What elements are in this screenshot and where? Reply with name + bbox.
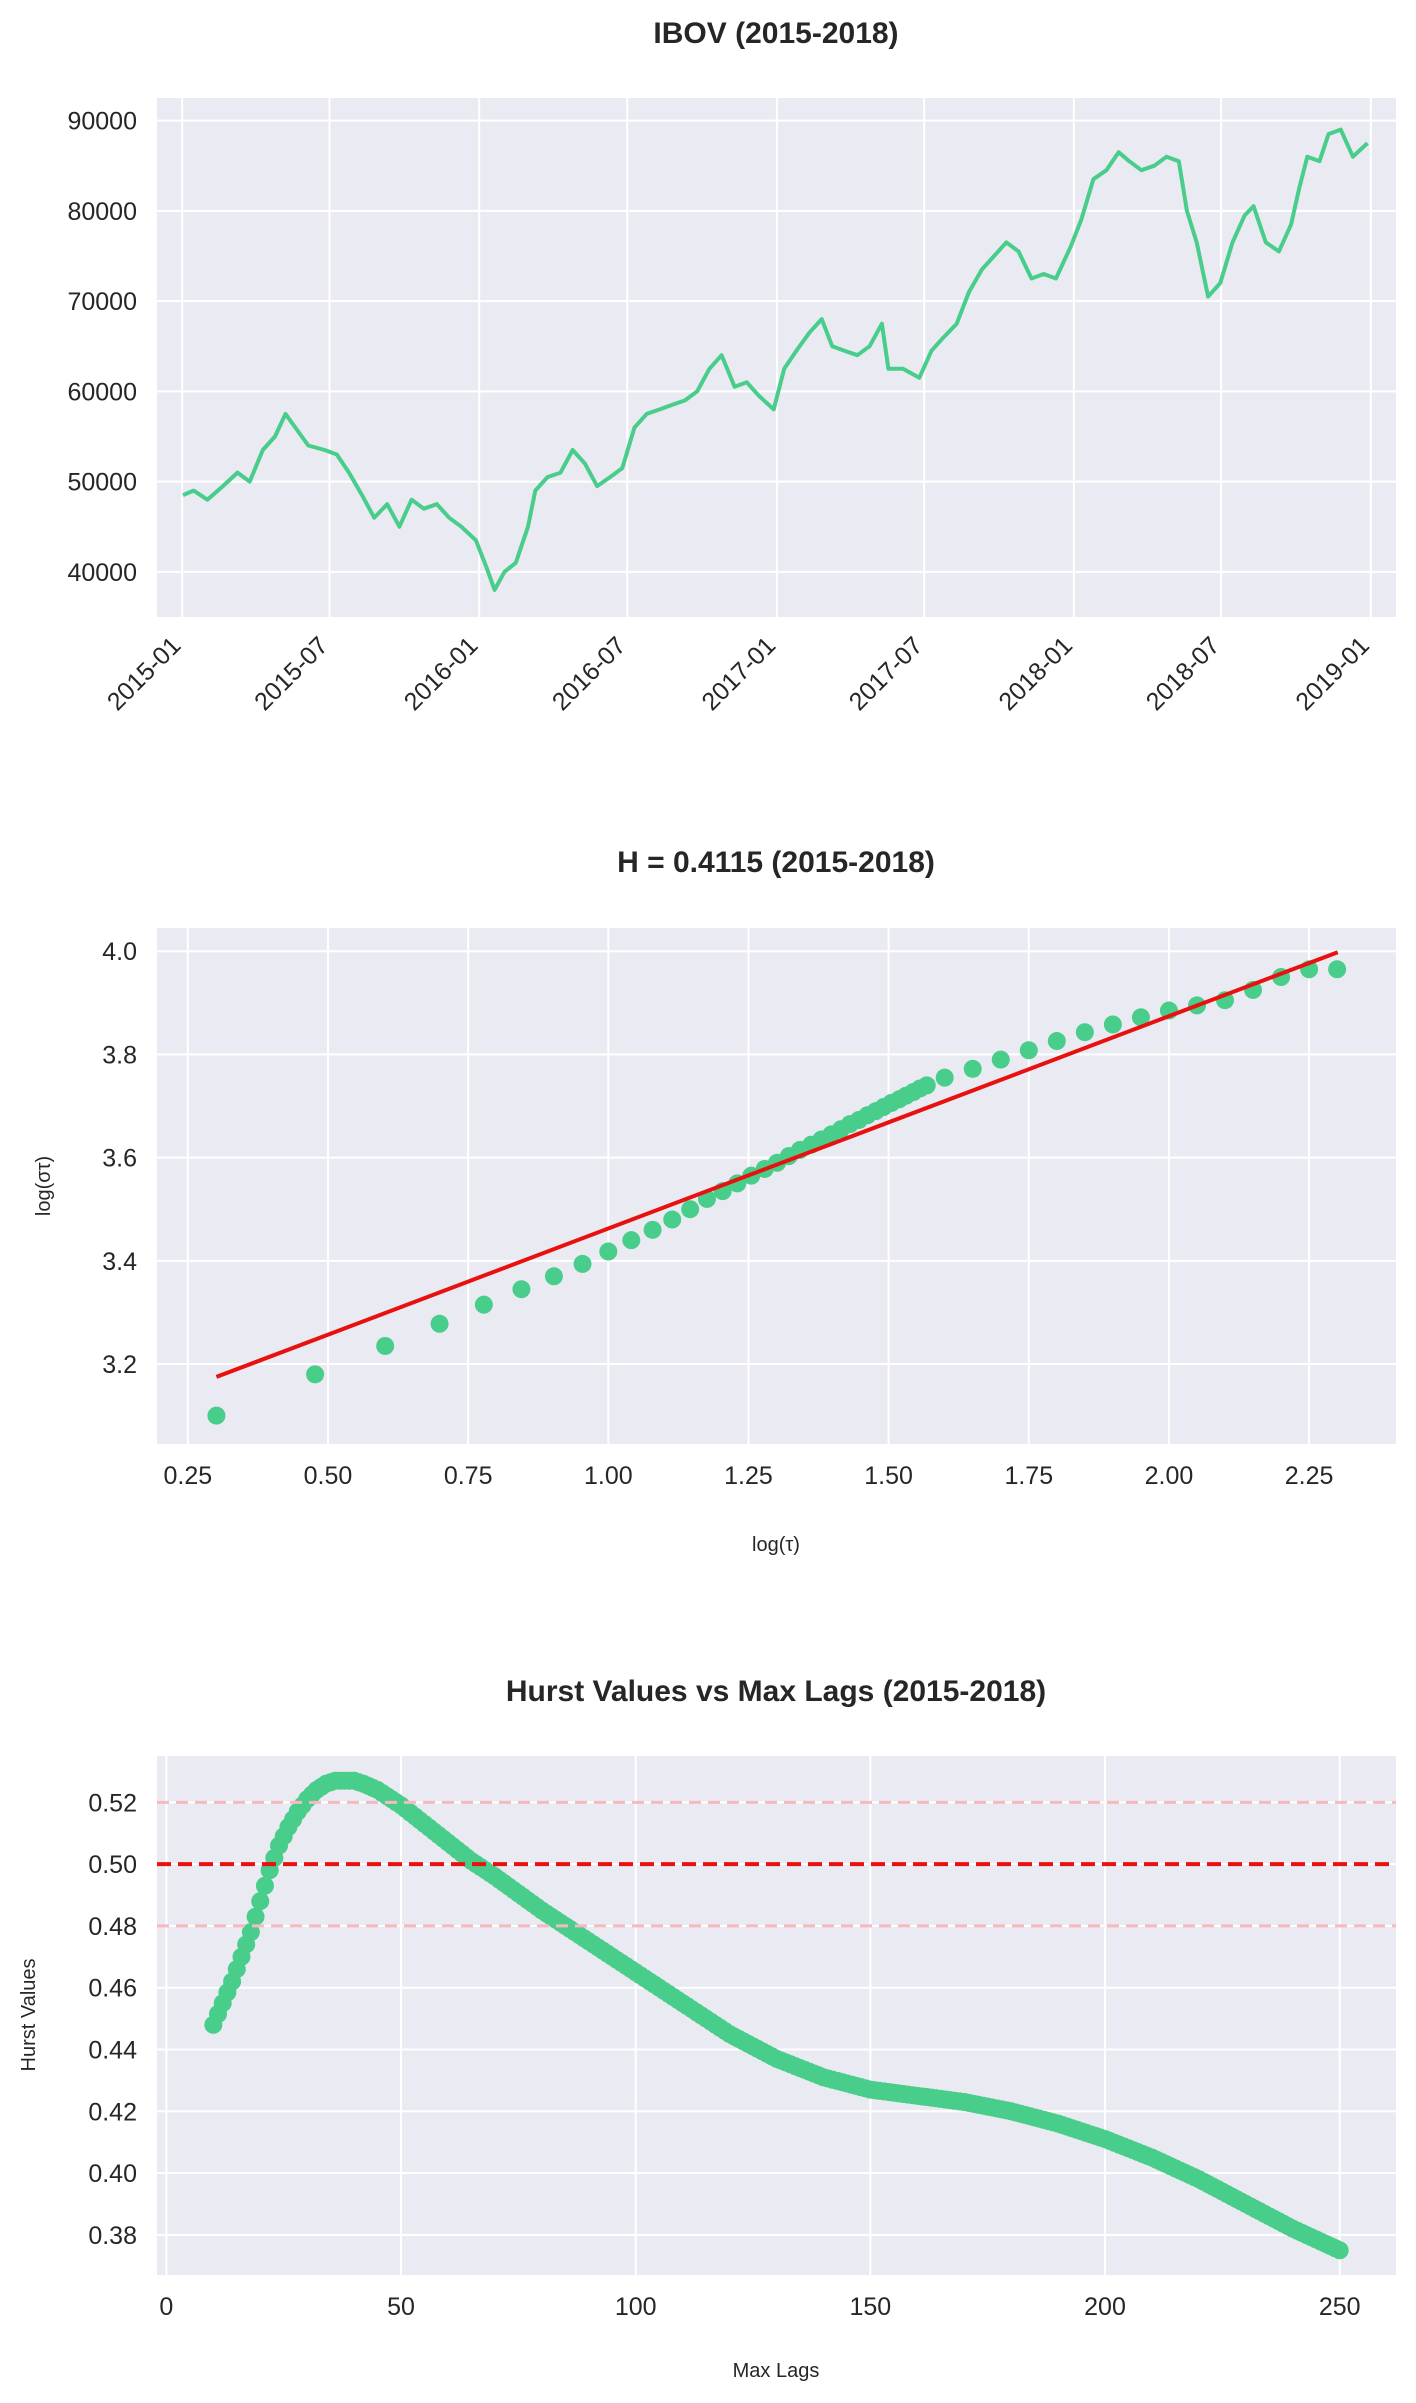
hurst-fit-point bbox=[1019, 1041, 1038, 1060]
hurst-fit-xtick-label: 2.00 bbox=[1145, 1462, 1194, 1490]
hurst-lags-ytick-label: 0.40 bbox=[88, 2160, 137, 2188]
hurst-fit-xtick-label: 1.25 bbox=[724, 1462, 773, 1490]
hurst-fit-point bbox=[1075, 1023, 1094, 1042]
hurst-fit-point bbox=[963, 1059, 982, 1078]
hurst-lags-ytick-label: 0.38 bbox=[88, 2222, 137, 2250]
hurst-fit-xtick-label: 1.75 bbox=[1004, 1462, 1053, 1490]
hurst-lags-ytick-label: 0.50 bbox=[88, 1851, 137, 1879]
hurst-fit-xtick-label: 0.25 bbox=[163, 1462, 212, 1490]
hurst-fit-point bbox=[207, 1406, 226, 1425]
hurst-lags-ytick-label: 0.52 bbox=[88, 1789, 137, 1817]
hurst-fit-point bbox=[544, 1267, 563, 1286]
hurst-fit-point bbox=[573, 1254, 592, 1273]
hurst-fit-point bbox=[643, 1220, 662, 1239]
ibov-title: IBOV (2015-2018) bbox=[653, 17, 898, 50]
hurst-lags-ytick-label: 0.42 bbox=[88, 2098, 137, 2126]
hurst-fit-xtick-label: 1.50 bbox=[864, 1462, 913, 1490]
hurst-lags-ytick-label: 0.48 bbox=[88, 1913, 137, 1941]
hurst-fit-regression-line bbox=[215, 950, 1339, 1379]
hurst-lags-ylabel: Hurst Values bbox=[18, 1958, 40, 2071]
hurst-lags-ytick-label: 0.44 bbox=[88, 2036, 137, 2064]
hurst-lags-ytick-label: 0.46 bbox=[88, 1975, 137, 2003]
hurst-lags-xtick-label: 200 bbox=[1084, 2293, 1126, 2321]
hurst-fit-xtick-label: 1.00 bbox=[584, 1462, 633, 1490]
hurst-fit-point bbox=[917, 1076, 936, 1095]
hurst-fit-point bbox=[1047, 1032, 1066, 1051]
hurst-lags-xtick-label: 50 bbox=[387, 2293, 415, 2321]
hurst-fit-plot-area bbox=[157, 928, 1396, 1444]
hurst-fit-point bbox=[663, 1210, 682, 1229]
hurst-lags-series bbox=[157, 1771, 1396, 2260]
ibov-ytick-label: 40000 bbox=[67, 559, 137, 587]
ibov-ytick-label: 90000 bbox=[67, 108, 137, 136]
hurst-fit-point bbox=[681, 1200, 700, 1219]
ibov-ytick-label: 80000 bbox=[67, 198, 137, 226]
hurst-fit-point bbox=[935, 1068, 954, 1087]
hurst-fit-tick-labels: 3.2 3.4 3.6 3.8 4.0 0.25 0.50 0.75 1.00 1.25 1.50 1… bbox=[102, 938, 1333, 1490]
ibov-ytick-label: 70000 bbox=[67, 288, 137, 316]
ibov-ytick-label: 60000 bbox=[67, 378, 137, 406]
hurst-fit-point bbox=[1328, 960, 1347, 979]
hurst-fit-title: H = 0.4115 (2015-2018) bbox=[617, 846, 935, 879]
hurst-fit-point bbox=[599, 1242, 618, 1261]
hurst-fit-point bbox=[474, 1295, 493, 1314]
hurst-lags-xtick-label: 0 bbox=[159, 2293, 173, 2321]
hurst-fit-ytick-label: 3.2 bbox=[102, 1351, 137, 1379]
hurst-fit-ytick-label: 4.0 bbox=[102, 938, 137, 966]
ibov-series bbox=[182, 127, 1369, 592]
ibov-series-line bbox=[182, 127, 1369, 592]
hurst-lags-xtick-label: 250 bbox=[1319, 2293, 1361, 2321]
hurst-lags-point bbox=[1330, 2241, 1349, 2260]
hurst-fit-chart: 3.2 3.4 3.6 3.8 4.0 0.25 0.50 0.75 1.00 1.25 1.50 1… bbox=[33, 846, 1396, 1556]
hurst-lags-plot-area bbox=[157, 1756, 1396, 2275]
hurst-fit-point bbox=[306, 1365, 325, 1384]
hurst-fit-series bbox=[207, 950, 1347, 1425]
hurst-lags-title: Hurst Values vs Max Lags (2015-2018) bbox=[506, 1675, 1046, 1708]
hurst-fit-point bbox=[430, 1314, 449, 1333]
hurst-fit-point bbox=[991, 1050, 1010, 1069]
hurst-fit-xlabel: log(τ) bbox=[752, 1534, 800, 1556]
ibov-ytick-label: 50000 bbox=[67, 469, 137, 497]
hurst-fit-xtick-label: 2.25 bbox=[1285, 1462, 1334, 1490]
hurst-fit-point bbox=[1131, 1008, 1150, 1027]
hurst-lags-point bbox=[251, 1892, 270, 1911]
ibov-gridlines bbox=[157, 98, 1396, 617]
hurst-lags-point bbox=[241, 1923, 260, 1942]
hurst-lags-tick-labels: 0.38 0.40 0.42 0.44 0.46 0.48 0.50 0.52 0 50 100 15… bbox=[88, 1789, 1360, 2321]
hurst-fit-point bbox=[376, 1336, 395, 1355]
hurst-fit-ytick-label: 3.6 bbox=[102, 1145, 137, 1173]
hurst-lags-point bbox=[255, 1876, 274, 1895]
hurst-fit-ylabel: log(στ) bbox=[33, 1156, 55, 1216]
hurst-fit-point bbox=[1103, 1015, 1122, 1034]
hurst-fit-ytick-label: 3.4 bbox=[102, 1248, 137, 1276]
hurst-fit-xtick-label: 0.50 bbox=[304, 1462, 353, 1490]
hurst-lags-point bbox=[246, 1907, 265, 1926]
hurst-lags-xtick-label: 100 bbox=[615, 2293, 657, 2321]
hurst-lags-xlabel: Max Lags bbox=[733, 2360, 820, 2382]
hurst-lags-chart: 0.38 0.40 0.42 0.44 0.46 0.48 0.50 0.52 0 50 100 15… bbox=[18, 1675, 1396, 2382]
hurst-fit-ytick-label: 3.8 bbox=[102, 1041, 137, 1069]
hurst-fit-point bbox=[622, 1231, 641, 1250]
hurst-fit-xtick-label: 0.75 bbox=[444, 1462, 493, 1490]
hurst-lags-xtick-label: 150 bbox=[850, 2293, 892, 2321]
hurst-fit-point bbox=[512, 1280, 531, 1299]
